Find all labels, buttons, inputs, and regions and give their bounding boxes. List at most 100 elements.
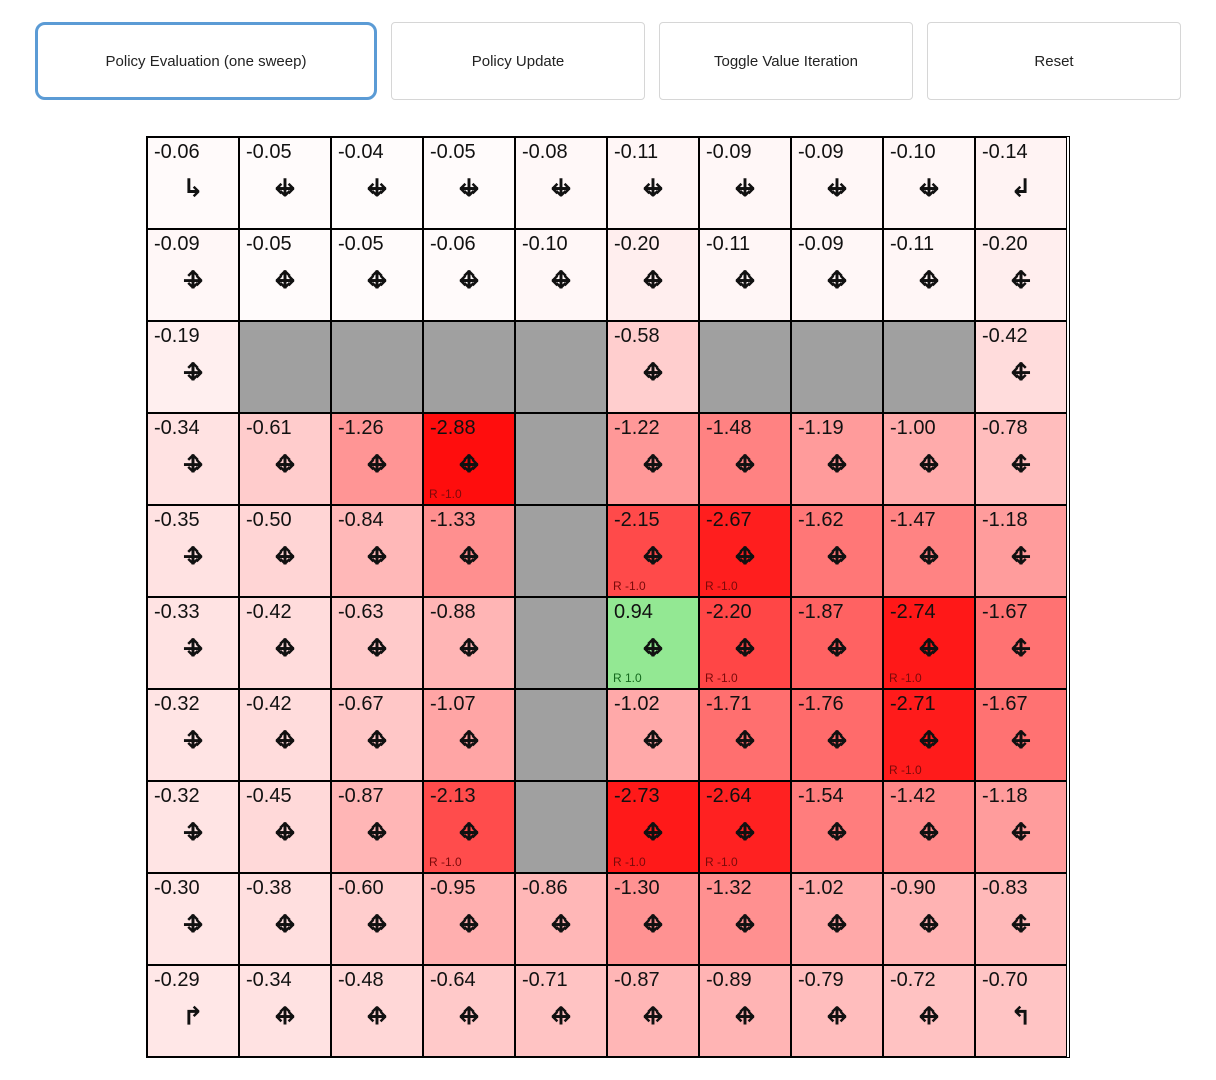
wall-cell[interactable] [423, 321, 515, 413]
grid-cell[interactable]: -1.22 ↑ ↓ ← → [607, 413, 699, 505]
grid-cell[interactable]: -2.13 ↑ ↓ ← → R -1.0 [423, 781, 515, 873]
grid-cell[interactable]: -0.30 ↑ ↓ → [147, 873, 239, 965]
grid-cell[interactable]: -2.15 ↑ ↓ ← → R -1.0 [607, 505, 699, 597]
grid-cell[interactable]: -0.33 ↑ ↓ → [147, 597, 239, 689]
grid-cell[interactable]: -0.09 ↓ ← → [699, 137, 791, 229]
grid-cell[interactable]: -1.47 ↑ ↓ ← → [883, 505, 975, 597]
grid-cell[interactable]: -0.09 ↓ ← → [791, 137, 883, 229]
grid-cell[interactable]: -0.83 ↑ ↓ ← [975, 873, 1067, 965]
grid-cell[interactable]: -0.20 ↑ ↓ ← → [607, 229, 699, 321]
grid-cell[interactable]: -1.71 ↑ ↓ ← → [699, 689, 791, 781]
grid-cell[interactable]: -0.90 ↑ ↓ ← → [883, 873, 975, 965]
grid-cell[interactable]: -1.33 ↑ ↓ ← → [423, 505, 515, 597]
grid-cell[interactable]: -0.05 ↓ ← → [423, 137, 515, 229]
grid-cell[interactable]: -0.60 ↑ ↓ ← → [331, 873, 423, 965]
grid-cell[interactable]: -1.18 ↑ ↓ ← [975, 781, 1067, 873]
toggle-value-iteration-button[interactable]: Toggle Value Iteration [659, 22, 913, 100]
wall-cell[interactable] [239, 321, 331, 413]
grid-cell[interactable]: -0.05 ↓ ← → [239, 137, 331, 229]
wall-cell[interactable] [515, 781, 607, 873]
grid-cell[interactable]: -1.76 ↑ ↓ ← → [791, 689, 883, 781]
wall-cell[interactable] [515, 505, 607, 597]
grid-cell[interactable]: -0.45 ↑ ↓ ← → [239, 781, 331, 873]
wall-cell[interactable] [515, 597, 607, 689]
grid-cell[interactable]: -0.34 ↑ ↓ → [147, 413, 239, 505]
grid-cell[interactable]: -0.19 ↑ ↓ → [147, 321, 239, 413]
wall-cell[interactable] [515, 413, 607, 505]
grid-cell[interactable]: -1.19 ↑ ↓ ← → [791, 413, 883, 505]
grid-cell[interactable]: -1.02 ↑ ↓ ← → [791, 873, 883, 965]
wall-cell[interactable] [791, 321, 883, 413]
grid-cell[interactable]: 0.94 ↑ ↓ ← → R 1.0 [607, 597, 699, 689]
grid-cell[interactable]: -0.05 ↑ ↓ ← → [239, 229, 331, 321]
grid-cell[interactable]: -1.26 ↑ ↓ ← → [331, 413, 423, 505]
wall-cell[interactable] [515, 321, 607, 413]
grid-cell[interactable]: -0.71 ↑ ← → [515, 965, 607, 1057]
grid-cell[interactable]: -0.05 ↑ ↓ ← → [331, 229, 423, 321]
grid-cell[interactable]: -0.88 ↑ ↓ ← → [423, 597, 515, 689]
grid-cell[interactable]: -0.11 ↑ ↓ ← → [699, 229, 791, 321]
grid-cell[interactable]: -0.84 ↑ ↓ ← → [331, 505, 423, 597]
grid-cell[interactable]: -1.00 ↑ ↓ ← → [883, 413, 975, 505]
grid-cell[interactable]: -0.29 ↱ [147, 965, 239, 1057]
grid-cell[interactable]: -2.88 ↑ ↓ ← → R -1.0 [423, 413, 515, 505]
grid-cell[interactable]: -2.64 ↑ ↓ ← → R -1.0 [699, 781, 791, 873]
grid-cell[interactable]: -0.11 ↑ ↓ ← → [883, 229, 975, 321]
grid-cell[interactable]: -1.67 ↑ ↓ ← [975, 689, 1067, 781]
grid-cell[interactable]: -0.70 ↰ [975, 965, 1067, 1057]
grid-cell[interactable]: -0.11 ↓ ← → [607, 137, 699, 229]
grid-cell[interactable]: -0.86 ↑ ↓ ← → [515, 873, 607, 965]
grid-cell[interactable]: -0.95 ↑ ↓ ← → [423, 873, 515, 965]
grid-cell[interactable]: -1.67 ↑ ↓ ← [975, 597, 1067, 689]
grid-cell[interactable]: -1.54 ↑ ↓ ← → [791, 781, 883, 873]
reset-button[interactable]: Reset [927, 22, 1181, 100]
grid-cell[interactable]: -0.38 ↑ ↓ ← → [239, 873, 331, 965]
grid-cell[interactable]: -0.09 ↑ ↓ → [147, 229, 239, 321]
grid-cell[interactable]: -0.61 ↑ ↓ ← → [239, 413, 331, 505]
grid-cell[interactable]: -0.42 ↑ ↓ ← → [239, 689, 331, 781]
grid-cell[interactable]: -1.87 ↑ ↓ ← → [791, 597, 883, 689]
grid-cell[interactable]: -1.18 ↑ ↓ ← [975, 505, 1067, 597]
grid-cell[interactable]: -0.87 ↑ ← → [607, 965, 699, 1057]
grid-cell[interactable]: -0.10 ↓ ← → [883, 137, 975, 229]
grid-cell[interactable]: -0.34 ↑ ← → [239, 965, 331, 1057]
grid-cell[interactable]: -0.20 ↑ ↓ ← [975, 229, 1067, 321]
grid-cell[interactable]: -0.64 ↑ ← → [423, 965, 515, 1057]
grid-cell[interactable]: -1.02 ↑ ↓ ← → [607, 689, 699, 781]
grid-cell[interactable]: -0.08 ↓ ← → [515, 137, 607, 229]
grid-cell[interactable]: -1.62 ↑ ↓ ← → [791, 505, 883, 597]
grid-cell[interactable]: -0.72 ↑ ← → [883, 965, 975, 1057]
grid-cell[interactable]: -2.71 ↑ ↓ ← → R -1.0 [883, 689, 975, 781]
grid-cell[interactable]: -0.79 ↑ ← → [791, 965, 883, 1057]
grid-cell[interactable]: -0.14 ↲ [975, 137, 1067, 229]
grid-cell[interactable]: -0.09 ↑ ↓ ← → [791, 229, 883, 321]
grid-cell[interactable]: -0.63 ↑ ↓ ← → [331, 597, 423, 689]
grid-cell[interactable]: -0.89 ↑ ← → [699, 965, 791, 1057]
grid-cell[interactable]: -0.32 ↑ ↓ → [147, 689, 239, 781]
wall-cell[interactable] [515, 689, 607, 781]
grid-cell[interactable]: -0.48 ↑ ← → [331, 965, 423, 1057]
wall-cell[interactable] [699, 321, 791, 413]
grid-cell[interactable]: -0.87 ↑ ↓ ← → [331, 781, 423, 873]
grid-cell[interactable]: -2.20 ↑ ↓ ← → R -1.0 [699, 597, 791, 689]
wall-cell[interactable] [331, 321, 423, 413]
grid-cell[interactable]: -0.35 ↑ ↓ → [147, 505, 239, 597]
grid-cell[interactable]: -0.06 ↳ [147, 137, 239, 229]
grid-cell[interactable]: -1.32 ↑ ↓ ← → [699, 873, 791, 965]
grid-cell[interactable]: -0.04 ↓ ← → [331, 137, 423, 229]
grid-cell[interactable]: -0.06 ↑ ↓ ← → [423, 229, 515, 321]
grid-cell[interactable]: -1.07 ↑ ↓ ← → [423, 689, 515, 781]
policy-evaluation-button[interactable]: Policy Evaluation (one sweep) [35, 22, 377, 100]
policy-update-button[interactable]: Policy Update [391, 22, 645, 100]
grid-cell[interactable]: -1.42 ↑ ↓ ← → [883, 781, 975, 873]
grid-cell[interactable]: -0.42 ↑ ↓ ← → [239, 597, 331, 689]
grid-cell[interactable]: -0.32 ↑ ↓ → [147, 781, 239, 873]
grid-cell[interactable]: -2.74 ↑ ↓ ← → R -1.0 [883, 597, 975, 689]
grid-cell[interactable]: -2.67 ↑ ↓ ← → R -1.0 [699, 505, 791, 597]
grid-cell[interactable]: -0.67 ↑ ↓ ← → [331, 689, 423, 781]
grid-cell[interactable]: -0.42 ↑ ↓ ← [975, 321, 1067, 413]
grid-cell[interactable]: -0.58 ↑ ↓ ← → [607, 321, 699, 413]
grid-cell[interactable]: -0.78 ↑ ↓ ← [975, 413, 1067, 505]
grid-cell[interactable]: -1.48 ↑ ↓ ← → [699, 413, 791, 505]
grid-cell[interactable]: -1.30 ↑ ↓ ← → [607, 873, 699, 965]
